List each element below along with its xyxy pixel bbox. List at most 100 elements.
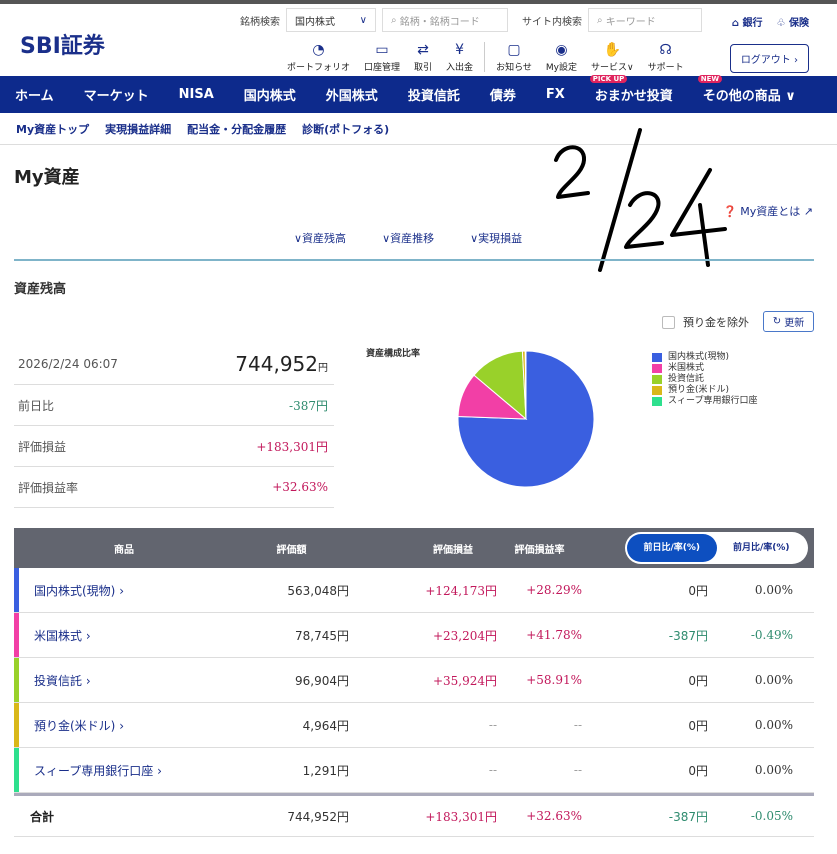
- color-bar: [14, 568, 19, 612]
- subnav-diagnosis[interactable]: 診断(ポトフォる): [302, 122, 390, 136]
- product-link[interactable]: 米国株式 ›: [14, 627, 234, 644]
- logout-button[interactable]: ログアウト ›: [729, 44, 809, 73]
- profit-loss: +23,204円: [432, 628, 497, 643]
- service-button[interactable]: ✋ サービス∨: [584, 42, 641, 73]
- subnav-my-assets-top[interactable]: My資産トップ: [16, 122, 90, 136]
- site-search-input[interactable]: ⌕ キーワード: [588, 8, 702, 32]
- legend-item[interactable]: 米国株式: [652, 363, 757, 374]
- tab-history[interactable]: ∨資産推移: [382, 232, 435, 245]
- product-name: スィープ専用銀行口座: [34, 763, 154, 778]
- chevron-right-icon: ›: [85, 628, 91, 643]
- help-link[interactable]: ❓ My資産とは ↗: [723, 203, 813, 219]
- tab-balance[interactable]: ∨資産残高: [294, 232, 347, 245]
- bank-label: 銀行: [742, 18, 763, 29]
- table-row: 米国株式 › 78,745円 +23,204円 +41.78% -387円 -0…: [14, 613, 814, 658]
- stock-search-input[interactable]: ⌕ 銘柄・銘柄コード: [382, 8, 508, 32]
- service-icon: ✋: [603, 42, 621, 58]
- nav-omakase[interactable]: PICK UP おまかせ投資: [580, 75, 688, 104]
- header-pl: 評価損益: [433, 544, 473, 556]
- nav-other[interactable]: NEW その他の商品 ∨: [688, 75, 811, 104]
- product-name: 合計: [30, 809, 55, 824]
- checkbox-label: 預り金を除外: [683, 316, 749, 329]
- card-icon: ▭: [375, 42, 389, 58]
- valuation: 744,952円: [287, 809, 349, 824]
- nav-fx[interactable]: FX: [545, 87, 565, 102]
- refresh-button[interactable]: ↻ 更新: [763, 311, 814, 332]
- label: おまかせ投資: [594, 89, 673, 104]
- portfolio-button[interactable]: ◔ ポートフォリオ: [280, 42, 357, 73]
- yen-unit: 円: [318, 362, 328, 374]
- legend-item[interactable]: 国内株式(現物): [652, 352, 757, 363]
- legend-label: 国内株式(現物): [668, 352, 730, 362]
- legend-item[interactable]: スィープ専用銀行口座: [652, 396, 757, 407]
- nav-fund[interactable]: 投資信託: [407, 89, 460, 104]
- account-button[interactable]: ▭ 口座管理: [357, 42, 407, 73]
- divider: [14, 259, 814, 261]
- daily-change: 0円: [688, 718, 708, 733]
- toggle-monthly[interactable]: 前月比/率(%): [732, 543, 790, 553]
- daily-change: 0円: [688, 673, 708, 688]
- help-label: My資産とは: [740, 205, 801, 218]
- product-link[interactable]: 国内株式(現物) ›: [14, 582, 234, 599]
- nav-bond[interactable]: 債券: [489, 89, 516, 104]
- legend-label: 米国株式: [668, 363, 705, 373]
- legend-item[interactable]: 投資信託: [652, 374, 757, 385]
- checkbox[interactable]: [662, 315, 675, 329]
- legend-label: スィープ専用銀行口座: [668, 396, 758, 406]
- deposit-button[interactable]: ¥ 入出金: [439, 42, 480, 73]
- support-button[interactable]: ☊ サポート: [641, 42, 691, 73]
- profit-loss: --: [488, 718, 497, 732]
- subnav-dividends[interactable]: 配当金・分配金履歴: [187, 122, 287, 136]
- product-link[interactable]: スィープ専用銀行口座 ›: [14, 762, 234, 779]
- exclude-deposit-checkbox[interactable]: 預り金を除外: [662, 314, 749, 330]
- legend-item[interactable]: 預り金(米ドル): [652, 385, 757, 396]
- header-value: 評価額: [276, 544, 307, 556]
- notice-button[interactable]: ▢ お知らせ: [489, 42, 539, 73]
- nav-nisa[interactable]: NISA: [178, 87, 214, 102]
- label: サポート: [647, 63, 684, 73]
- toggle-daily[interactable]: 前日比/率(%): [627, 534, 717, 562]
- valuation: 96,904円: [295, 673, 349, 688]
- table-row: 国内株式(現物) › 563,048円 +124,173円 +28.29% 0円…: [14, 568, 814, 613]
- label: 口座管理: [364, 63, 401, 73]
- market-select[interactable]: 国内株式 ∨: [286, 8, 376, 32]
- legend-label: 預り金(米ドル): [668, 385, 730, 395]
- table-row: 預り金(米ドル) › 4,964円 -- -- 0円 0.00%: [14, 703, 814, 748]
- product-link[interactable]: 預り金(米ドル) ›: [14, 717, 234, 734]
- label: サービス∨: [590, 63, 634, 73]
- logo[interactable]: SBI証券: [20, 34, 105, 59]
- product-link[interactable]: 投資信託 ›: [14, 672, 234, 689]
- product-name: 投資信託: [34, 673, 83, 688]
- nav-domestic-stock[interactable]: 国内株式: [243, 89, 296, 104]
- subnav-realized-pl[interactable]: 実現損益詳細: [105, 122, 172, 136]
- legend-swatch: [652, 364, 662, 373]
- daily-change: -387円: [668, 809, 708, 824]
- label: 評価損益: [18, 439, 67, 454]
- summary-row: 評価損益 +183,301円: [14, 426, 334, 467]
- divider: [484, 42, 486, 72]
- header-pl-rate: 評価損益率: [514, 544, 565, 556]
- nav-home[interactable]: ホーム: [15, 89, 54, 104]
- daily-change-rate: -0.05%: [750, 809, 793, 823]
- profit-loss-rate: +32.63%: [526, 809, 582, 823]
- nav-market[interactable]: マーケット: [83, 89, 149, 104]
- chevron-right-icon: ›: [794, 55, 798, 66]
- summary-row: 前日比 -387円: [14, 385, 334, 426]
- top-bar: [0, 0, 837, 4]
- header: SBI証券 銘柄検索 国内株式 ∨ ⌕ 銘柄・銘柄コード サイト内検索 ⌕ キーワ…: [0, 4, 837, 76]
- profit-loss-rate: --: [573, 718, 582, 732]
- bank-link[interactable]: ⌂ 銀行: [731, 18, 763, 29]
- chevron-right-icon: ›: [157, 763, 162, 778]
- pie-icon: ◔: [312, 42, 325, 58]
- refresh-label: 更新: [784, 318, 805, 329]
- settings-button[interactable]: ◉ My設定: [539, 42, 584, 73]
- trade-button[interactable]: ⇄ 取引: [407, 42, 439, 73]
- label: ポートフォリオ: [287, 63, 351, 73]
- nav-foreign-stock[interactable]: 外国株式: [325, 89, 378, 104]
- color-bar: [14, 613, 19, 657]
- tab-realized[interactable]: ∨実現損益: [470, 232, 523, 245]
- daily-change-rate: -0.49%: [750, 628, 793, 642]
- insurance-link[interactable]: ♧ 保険: [776, 18, 809, 29]
- daily-change: -387円: [668, 628, 708, 643]
- profit-loss-rate: --: [573, 763, 582, 777]
